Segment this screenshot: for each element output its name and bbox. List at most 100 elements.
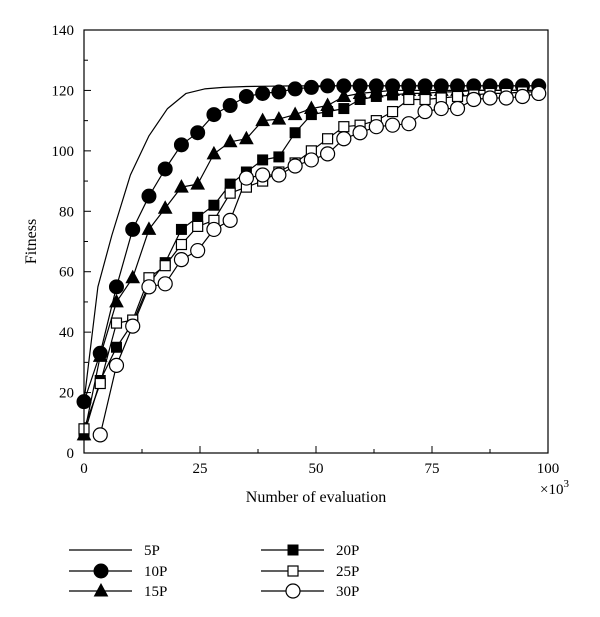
y-tick-label: 0 <box>67 446 75 462</box>
data-point-30p <box>498 90 514 106</box>
data-point-30p <box>255 167 271 183</box>
y-axis-label: Fitness <box>23 219 40 264</box>
data-point-30p <box>222 212 238 228</box>
plot-markers <box>76 78 547 443</box>
x-axis-label: Number of evaluation <box>246 489 386 506</box>
series-points-30p <box>92 85 547 443</box>
data-point-15p <box>92 348 108 362</box>
legend: 5P 10P 15P 20P 25P 30P <box>69 543 359 600</box>
data-point-20p <box>289 127 301 139</box>
data-point-30p <box>125 318 141 334</box>
data-point-10p <box>271 84 287 100</box>
y-tick-label: 120 <box>52 83 75 99</box>
data-point-25p <box>192 220 204 232</box>
legend-item-15p: 15P <box>69 582 167 600</box>
y-tick-label: 60 <box>59 265 74 281</box>
x-tick-label: 25 <box>193 461 208 477</box>
data-point-20p <box>370 90 382 102</box>
data-point-20p <box>322 106 334 118</box>
data-point-30p <box>92 427 108 443</box>
data-point-30p <box>449 100 466 117</box>
legend-label-20p: 20P <box>336 543 359 559</box>
data-point-15p <box>125 269 141 284</box>
data-point-25p <box>94 377 106 390</box>
data-point-15p <box>206 145 222 160</box>
data-point-30p <box>466 91 482 108</box>
data-point-10p <box>303 79 319 95</box>
data-point-30p <box>336 131 352 147</box>
data-point-25p <box>322 133 334 145</box>
data-point-30p <box>173 252 190 268</box>
data-point-15p <box>222 133 238 148</box>
data-point-20p <box>257 154 269 166</box>
data-point-25p <box>386 105 399 118</box>
data-point-10p <box>141 188 157 204</box>
legend-label-15p: 15P <box>144 584 167 600</box>
data-point-15p <box>336 88 352 102</box>
data-point-15p <box>239 130 254 145</box>
data-point-25p <box>338 121 350 133</box>
data-point-20p <box>110 341 122 353</box>
data-point-20p <box>273 151 285 163</box>
legend-item-20p: 20P <box>261 543 359 559</box>
legend-item-5p: 5P <box>69 543 160 559</box>
x-axis-multiplier-exponent: 3 <box>563 478 569 490</box>
data-point-30p <box>141 279 157 295</box>
data-point-10p <box>173 137 189 153</box>
x-tick-label: 0 <box>80 461 88 477</box>
data-point-10p <box>255 85 271 101</box>
legend-item-25p: 25P <box>261 564 359 580</box>
legend-marker-30p <box>285 583 301 599</box>
data-point-10p <box>206 107 222 123</box>
data-point-30p <box>190 242 206 259</box>
data-point-15p <box>157 200 173 214</box>
data-point-30p <box>433 100 449 117</box>
data-point-20p <box>175 223 187 235</box>
data-point-30p <box>384 117 401 133</box>
data-point-20p <box>338 103 350 115</box>
x-axis-multiplier-base: ×10 <box>540 482 563 498</box>
x-tick-label: 75 <box>425 461 440 477</box>
data-point-25p <box>224 187 236 199</box>
axes: 0 20 40 60 80 100 120 140 0 25 50 75 100 <box>52 23 560 477</box>
data-point-15p <box>141 221 157 235</box>
legend-marker-20p <box>287 544 299 556</box>
legend-marker-10p <box>93 563 109 579</box>
y-tick-label: 140 <box>52 23 75 39</box>
data-point-25p <box>419 93 431 106</box>
data-point-30p <box>206 221 222 238</box>
legend-label-25p: 25P <box>336 564 359 580</box>
data-point-10p <box>222 98 238 114</box>
data-point-10p <box>125 221 141 237</box>
y-tick-label: 20 <box>59 386 74 402</box>
x-tick-label: 100 <box>537 461 560 477</box>
legend-label-10p: 10P <box>144 564 167 580</box>
data-point-30p <box>368 119 384 135</box>
x-tick-label: 50 <box>309 461 324 477</box>
data-point-30p <box>287 158 303 174</box>
x-axis-multiplier: ×103 <box>540 478 569 498</box>
data-point-10p <box>108 279 124 295</box>
data-point-15p <box>271 111 287 125</box>
data-point-30p <box>514 88 531 105</box>
data-point-15p <box>174 179 189 193</box>
data-point-10p <box>157 161 173 177</box>
data-point-30p <box>303 152 319 168</box>
data-point-10p <box>238 88 254 104</box>
legend-marker-15p <box>93 582 109 597</box>
legend-label-30p: 30P <box>336 584 359 600</box>
data-point-30p <box>108 357 125 373</box>
data-point-30p <box>271 167 287 183</box>
y-tick-label: 40 <box>59 325 74 341</box>
data-point-30p <box>482 90 498 106</box>
data-point-10p <box>320 78 336 94</box>
data-point-25p <box>159 260 171 272</box>
legend-item-30p: 30P <box>261 583 359 600</box>
data-point-30p <box>157 276 173 292</box>
data-point-15p <box>109 293 124 308</box>
data-point-10p <box>287 81 303 97</box>
data-point-20p <box>208 199 220 211</box>
y-tick-label: 80 <box>59 204 74 220</box>
